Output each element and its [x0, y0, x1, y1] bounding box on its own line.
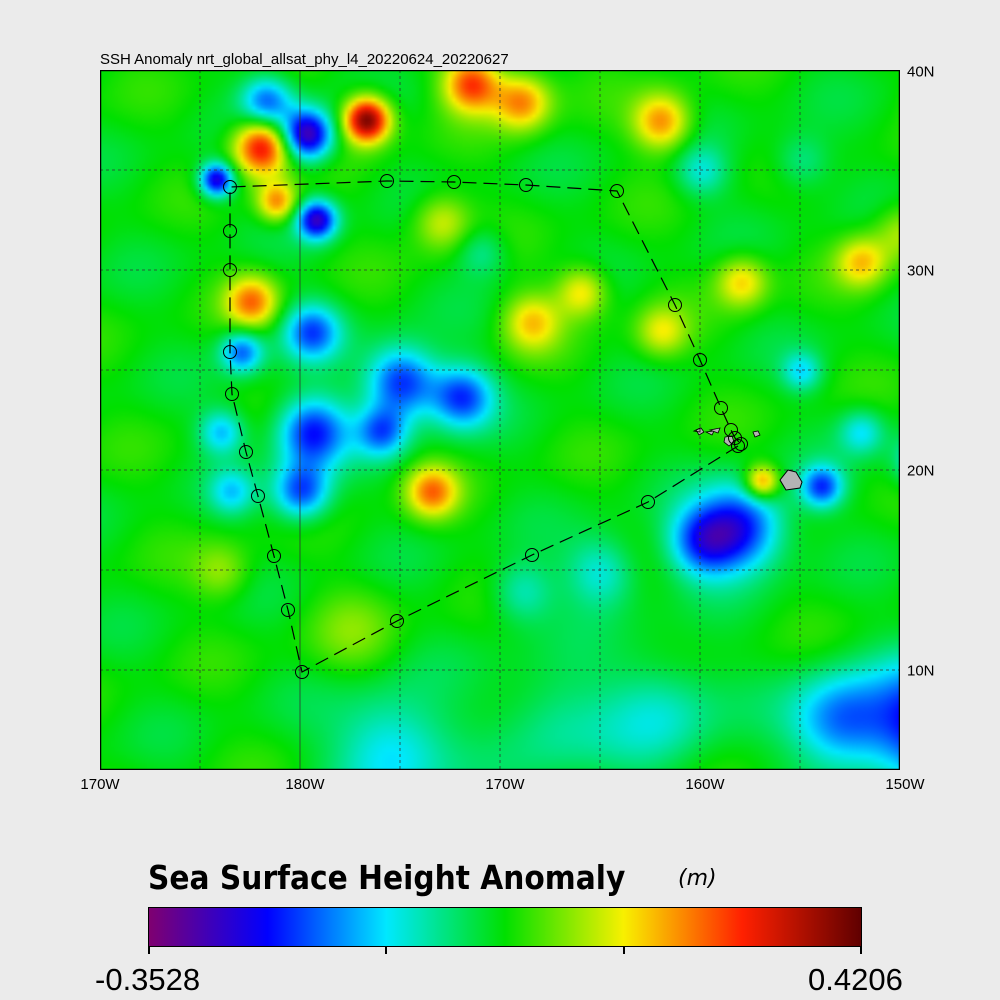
track-point	[295, 665, 309, 679]
colorbar	[148, 907, 862, 947]
lon-label: 170W	[80, 776, 120, 793]
lat-label: 20N	[907, 462, 935, 480]
island-hawaii	[779, 469, 803, 491]
track-point	[714, 401, 728, 415]
lat-label: 10N	[907, 662, 935, 680]
track-point	[223, 180, 237, 194]
lat-label: 40N	[907, 63, 935, 81]
colorbar-tick	[385, 947, 387, 954]
track-point	[390, 614, 404, 628]
track-point	[225, 387, 239, 401]
lon-label: 150W	[885, 776, 925, 793]
colorbar-unit: (m)	[678, 866, 717, 891]
colorbar-min-label: -0.3528	[95, 962, 201, 997]
colorbar-max-label: 0.4206	[808, 962, 903, 997]
track-point	[519, 178, 533, 192]
colorbar-tick	[148, 947, 150, 954]
track-point	[223, 224, 237, 238]
map-border	[100, 70, 900, 770]
island	[692, 427, 701, 433]
track-point	[641, 495, 655, 509]
track-point	[223, 263, 237, 277]
track-point	[731, 439, 745, 453]
track-point	[223, 345, 237, 359]
track-point	[734, 437, 748, 451]
lat-label: 30N	[907, 262, 935, 280]
track-point	[610, 184, 624, 198]
track-point	[447, 175, 461, 189]
track-point	[668, 298, 682, 312]
colorbar-title: Sea Surface Height Anomaly	[148, 858, 626, 897]
island	[704, 430, 715, 436]
track-point	[281, 603, 295, 617]
lon-label: 160W	[685, 776, 725, 793]
map-overlay	[100, 70, 900, 770]
track-point	[239, 445, 253, 459]
island	[708, 427, 721, 434]
track-point	[525, 548, 539, 562]
lon-label: 170W	[485, 776, 525, 793]
track-point	[380, 174, 394, 188]
track-point	[267, 549, 281, 563]
colorbar-tick	[623, 947, 625, 954]
map-title: SSH Anomaly nrt_global_allsat_phy_l4_202…	[100, 51, 509, 68]
colorbar-tick	[860, 947, 862, 954]
track-point	[251, 489, 265, 503]
track-line	[229, 180, 742, 673]
lon-label: 180W	[285, 776, 325, 793]
island	[752, 430, 761, 438]
track-point	[724, 423, 738, 437]
track-point	[693, 353, 707, 367]
